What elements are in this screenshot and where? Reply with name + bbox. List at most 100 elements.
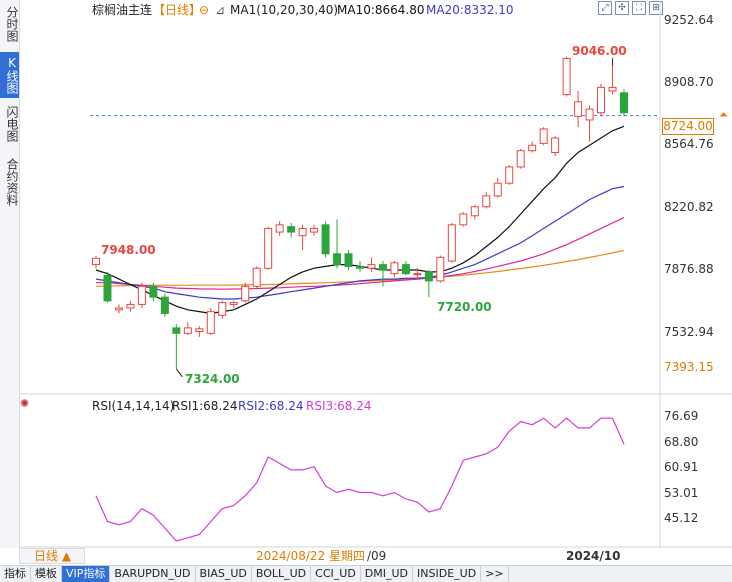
candle-body — [218, 302, 227, 316]
high-annotation: 9046.00 — [572, 44, 627, 58]
candle-body — [390, 262, 399, 275]
candle-body — [333, 253, 342, 266]
candle-body — [493, 182, 502, 197]
candle-body — [401, 264, 410, 275]
candle-body — [206, 311, 215, 334]
settings-icon[interactable]: ⊖ — [199, 3, 210, 17]
candle-body — [298, 227, 307, 237]
tab-inside[interactable]: INSIDE_UD — [413, 566, 482, 582]
rsi-tick: 45.12 — [664, 511, 699, 525]
candle-body — [92, 257, 100, 266]
candle-body — [528, 144, 537, 152]
candle-body — [482, 195, 491, 208]
bottom-tab-bar: 指标 模板 VIP指标 BARUPDN_UD BIAS_UD BOLL_UD C… — [0, 565, 732, 582]
candle-body — [367, 264, 376, 269]
candle-body — [183, 327, 192, 334]
tab-barupdn[interactable]: BARUPDN_UD — [110, 566, 196, 582]
low-marker-line — [175, 368, 183, 378]
rsi-tick: 76.69 — [664, 409, 699, 423]
toolbar: ⤢ ✣ ⛶ ⊞ — [598, 1, 663, 15]
move-icon[interactable]: ✣ — [615, 1, 629, 15]
candle-body — [241, 285, 250, 302]
candle-body — [516, 150, 525, 168]
rsi-line — [95, 417, 625, 542]
candle-body — [436, 256, 445, 282]
candle-body — [608, 86, 617, 92]
candle-body — [252, 267, 261, 287]
tab-timeshare[interactable]: 分时图 — [5, 6, 19, 42]
candle-body — [137, 285, 146, 305]
candle-body — [126, 303, 135, 309]
candle-body — [539, 128, 548, 144]
candle-body — [264, 227, 273, 269]
ma30-line — [96, 217, 625, 290]
candle-body — [459, 213, 468, 226]
tab-dmi[interactable]: DMI_UD — [361, 566, 414, 582]
indicator-chart-icon[interactable]: ⊿ — [215, 3, 226, 17]
rsi1-value: RSI1:68.24 — [172, 399, 238, 413]
tab-cci[interactable]: CCI_UD — [311, 566, 361, 582]
candle-body — [413, 273, 422, 276]
candle-body — [172, 327, 181, 334]
candle-body — [505, 166, 514, 184]
jump-latest-icon[interactable]: ⏶ — [719, 108, 728, 121]
mid-low-annotation: 7720.00 — [437, 300, 492, 314]
fullscreen-icon[interactable]: ⛶ — [632, 1, 646, 15]
candle-body — [344, 253, 353, 267]
candle-body — [551, 137, 560, 153]
x-tick: /09 — [367, 549, 387, 563]
period-tag: 【日线】 — [153, 3, 202, 17]
tab-indicator[interactable]: 指标 — [0, 566, 31, 582]
ma-label: MA1(10,20,30,40) — [230, 3, 339, 17]
rsi-label: RSI(14,14,14) — [92, 399, 175, 413]
ma20-value: MA20:8332.10 — [426, 3, 514, 17]
candle-body — [356, 265, 364, 269]
candle-body — [195, 328, 204, 333]
price-tick: 8908.70 — [664, 75, 714, 89]
tab-contract-info[interactable]: 合约资料 — [5, 158, 19, 206]
tab-kline[interactable]: K线图 — [0, 52, 19, 98]
candle-body — [321, 224, 330, 255]
tile-icon[interactable]: ⊞ — [649, 1, 663, 15]
tab-template[interactable]: 模板 — [31, 566, 62, 582]
candle-body — [114, 307, 123, 311]
rsi3-value: RSI3:68.24 — [306, 399, 372, 413]
ma20-line — [95, 185, 625, 300]
low-annotation: 7324.00 — [185, 372, 240, 386]
candle-body — [103, 274, 112, 302]
current-price-tag: 8724.00 — [662, 118, 714, 135]
tab-vip-indicator[interactable]: VIP指标 — [62, 566, 111, 582]
candle-body — [275, 224, 284, 233]
candle-body — [149, 285, 158, 298]
left-sidebar: 分时图 K线图 闪电图 合约资料 — [0, 0, 20, 548]
price-tick: 8220.82 — [664, 200, 714, 214]
x-tick: 2024/10 — [566, 549, 621, 563]
candle-body — [620, 92, 628, 114]
rsi2-value: RSI2:68.24 — [238, 399, 304, 413]
low-price-marker: 7393.15 — [664, 360, 714, 374]
rsi-tick: 60.91 — [664, 460, 699, 474]
candle-body — [378, 264, 387, 271]
price-tick: 9252.64 — [664, 13, 714, 27]
rsi-tick: 68.80 — [664, 435, 699, 449]
price-tick: 7532.94 — [664, 325, 714, 339]
candle-body — [447, 224, 456, 262]
candle-body — [585, 108, 594, 121]
tab-lightning[interactable]: 闪电图 — [5, 106, 19, 142]
candle-body — [160, 296, 169, 314]
rsi-tick: 53.01 — [664, 486, 699, 500]
candle-body — [287, 226, 296, 233]
expand-icon[interactable]: ⤢ — [598, 1, 612, 15]
more-tabs-button[interactable]: >> — [481, 566, 509, 582]
period-selector[interactable]: 日线 ▲ — [19, 548, 85, 564]
cursor-date: 2024/08/22 星期四 — [256, 549, 365, 563]
kline-chart[interactable] — [0, 0, 732, 548]
candle-body — [470, 206, 479, 217]
tab-boll[interactable]: BOLL_UD — [252, 566, 312, 582]
tab-bias[interactable]: BIAS_UD — [196, 566, 252, 582]
candle-body — [310, 227, 319, 233]
rsi-settings-icon[interactable]: ✺ — [20, 397, 30, 410]
candle-body — [562, 57, 571, 96]
candle-body — [229, 302, 238, 305]
price-tick: 8564.76 — [664, 137, 714, 151]
